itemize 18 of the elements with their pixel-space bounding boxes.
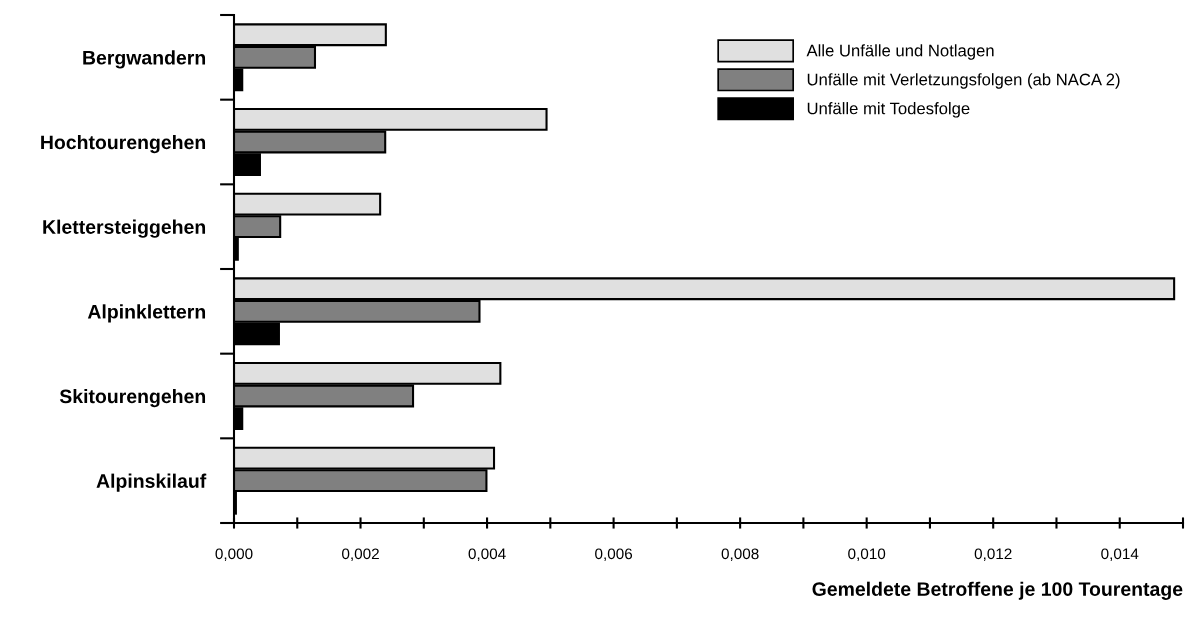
y-tick-label: Skitourengehen (59, 388, 206, 408)
x-tick-label: 0,014 (1101, 548, 1139, 562)
x-tick-label: 0,010 (848, 548, 886, 562)
x-tick-label: 0,012 (974, 548, 1012, 562)
x-tick-label: 0,004 (468, 548, 506, 562)
x-tick-label: 0,008 (721, 548, 759, 562)
legend-label: Unfälle mit Todesfolge (807, 102, 970, 118)
x-tick-label: 0,000 (215, 548, 253, 562)
x-axis-title: Gemeldete Betroffene je 100 Tourentage (812, 581, 1183, 600)
legend-label: Alle Unfälle und Notlagen (806, 44, 994, 60)
y-tick-label: Hochtourengehen (41, 134, 206, 154)
y-tick-label: Klettersteiggehen (43, 219, 206, 238)
y-tick-label: Alpinklettern (87, 304, 206, 323)
x-tick-label: 0,002 (342, 548, 379, 562)
y-tick-label: Alpinskilauf (96, 473, 207, 492)
y-tick-label: Bergwandern (83, 50, 206, 69)
legend-label: Unfälle mit Verletzungsfolgen (ab NACA 2) (807, 73, 1120, 89)
x-tick-label: 0,006 (595, 548, 633, 562)
